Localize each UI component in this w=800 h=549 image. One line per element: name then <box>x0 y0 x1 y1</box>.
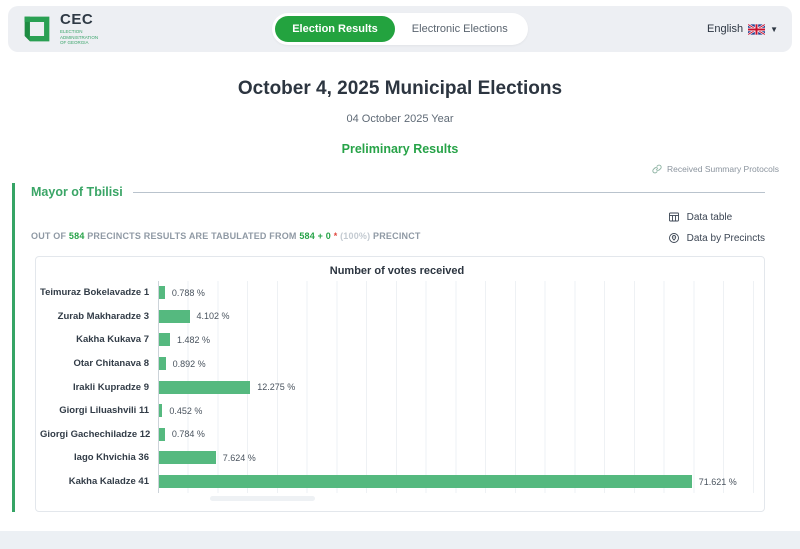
tab-electronic-elections[interactable]: Electronic Elections <box>395 16 525 42</box>
top-navigation-bar: CEC ELECTION ADMINISTRATION OF GEORGIA E… <box>8 6 792 52</box>
view-actions: Data table Data by Precincts <box>668 211 765 244</box>
candidate-label: Teimuraz Bokelavadze 1 <box>40 287 150 299</box>
result-value: 7.624 % <box>222 452 256 463</box>
chart-row: Otar Chitanava 8 0.892 % <box>40 351 754 376</box>
bar-track: 0.452 % <box>158 398 754 423</box>
result-bar[interactable] <box>159 286 165 300</box>
asterisk: * <box>333 231 338 241</box>
chart-row: Kakha Kukava 7 1.482 % <box>40 328 754 352</box>
page-title: October 4, 2025 Municipal Elections <box>237 78 563 99</box>
tab-election-results[interactable]: Election Results <box>275 16 395 42</box>
results-bar-chart: Number of votes received Teimuraz Bokela… <box>35 256 765 513</box>
hero: October 4, 2025 Municipal Elections 04 O… <box>0 78 800 156</box>
result-value: 4.102 % <box>196 311 230 322</box>
received-summary-protocols-link[interactable]: Received Summary Protocols <box>0 164 779 174</box>
result-bar[interactable] <box>159 404 163 418</box>
chart-row: Giorgi Liluashvili 11 0.452 % <box>40 398 754 423</box>
logo-acronym: CEC <box>60 11 94 29</box>
result-value: 1.482 % <box>177 334 211 345</box>
result-value: 0.784 % <box>171 429 205 440</box>
main-tabs: Election Results Electronic Elections <box>272 13 528 45</box>
section-title: Mayor of Tbilisi <box>31 185 123 199</box>
divider <box>132 191 765 193</box>
page-subtitle: 04 October 2025 Year <box>346 113 454 125</box>
uk-flag-icon <box>748 23 766 35</box>
chart-row: Kakha Kaladze 41 71.621 % <box>40 469 754 494</box>
data-table-label: Data table <box>686 211 733 223</box>
result-value: 71.621 % <box>698 476 737 487</box>
chart-row: Giorgi Gachechiladze 12 0.784 % <box>40 422 754 447</box>
data-table-button[interactable]: Data table <box>668 211 733 223</box>
candidate-label: Zurab Makharadze 3 <box>57 310 149 322</box>
preliminary-results-label: Preliminary Results <box>341 142 459 156</box>
logo-subtitle: ELECTION ADMINISTRATION OF GEORGIA <box>60 29 99 46</box>
link-icon <box>652 164 662 174</box>
result-bar[interactable] <box>159 357 166 371</box>
candidate-label: Iago Khvichia 36 <box>74 452 149 464</box>
result-value: 12.275 % <box>257 382 296 393</box>
bar-track: 12.275 % <box>158 375 754 399</box>
bar-track: 1.482 % <box>158 328 754 352</box>
candidate-label: Giorgi Liluashvili 11 <box>59 405 149 417</box>
candidate-label: Kakha Kaladze 41 <box>68 476 149 488</box>
result-bar[interactable] <box>159 309 190 323</box>
language-selector[interactable]: English ▼ <box>707 23 778 35</box>
chart-row: Iago Khvichia 36 7.624 % <box>40 446 754 470</box>
data-by-precincts-label: Data by Precincts <box>686 232 765 244</box>
candidate-label: Irakli Kupradze 9 <box>72 381 149 393</box>
logo[interactable]: CEC ELECTION ADMINISTRATION OF GEORGIA <box>22 12 272 46</box>
bar-track: 0.892 % <box>158 351 754 376</box>
bar-track: 7.624 % <box>158 446 754 470</box>
page: CEC ELECTION ADMINISTRATION OF GEORGIA E… <box>0 0 800 531</box>
logo-text: CEC ELECTION ADMINISTRATION OF GEORGIA <box>60 12 98 46</box>
tabulated-percent: (100%) <box>340 231 371 241</box>
bar-track: 4.102 % <box>158 304 754 329</box>
chart-row: Zurab Makharadze 3 4.102 % <box>40 304 754 329</box>
bar-track: 71.621 % <box>158 469 754 494</box>
total-precincts: 584 <box>68 231 85 241</box>
protocols-link-label: Received Summary Protocols <box>667 164 779 174</box>
language-label: English <box>707 23 744 35</box>
cec-logo-icon <box>24 16 50 42</box>
candidate-label: Otar Chitanava 8 <box>73 358 150 370</box>
horizontal-scrollbar[interactable] <box>210 496 315 502</box>
result-bar[interactable] <box>159 380 251 394</box>
tabulation-status: OUT OF 584 PRECINCTS RESULTS ARE TABULAT… <box>31 231 421 241</box>
result-value: 0.892 % <box>172 358 206 369</box>
bar-track: 0.788 % <box>158 281 754 305</box>
result-value: 0.788 % <box>171 287 205 298</box>
bar-rows: Teimuraz Bokelavadze 1 0.788 % Zurab Makha… <box>40 281 754 494</box>
tabulated-precincts: 584 + 0 <box>299 231 331 241</box>
location-icon <box>668 233 679 243</box>
result-bar[interactable] <box>159 427 165 441</box>
bar-track: 0.784 % <box>158 422 754 447</box>
chevron-down-icon: ▼ <box>770 24 779 34</box>
result-bar[interactable] <box>159 333 170 347</box>
table-icon <box>668 212 679 222</box>
result-bar[interactable] <box>159 451 216 465</box>
result-value: 0.452 % <box>169 405 203 416</box>
mayor-of-tbilisi-section: Mayor of Tbilisi OUT OF 584 PRECINCTS RE… <box>12 183 788 513</box>
candidate-label: Giorgi Gachechiladze 12 <box>40 428 151 440</box>
result-bar[interactable] <box>159 475 692 489</box>
chart-row: Teimuraz Bokelavadze 1 0.788 % <box>40 281 754 305</box>
chart-title: Number of votes received <box>329 265 465 277</box>
chart-row: Irakli Kupradze 9 12.275 % <box>40 375 754 399</box>
candidate-label: Kakha Kukava 7 <box>76 334 149 346</box>
data-by-precincts-button[interactable]: Data by Precincts <box>668 232 765 244</box>
